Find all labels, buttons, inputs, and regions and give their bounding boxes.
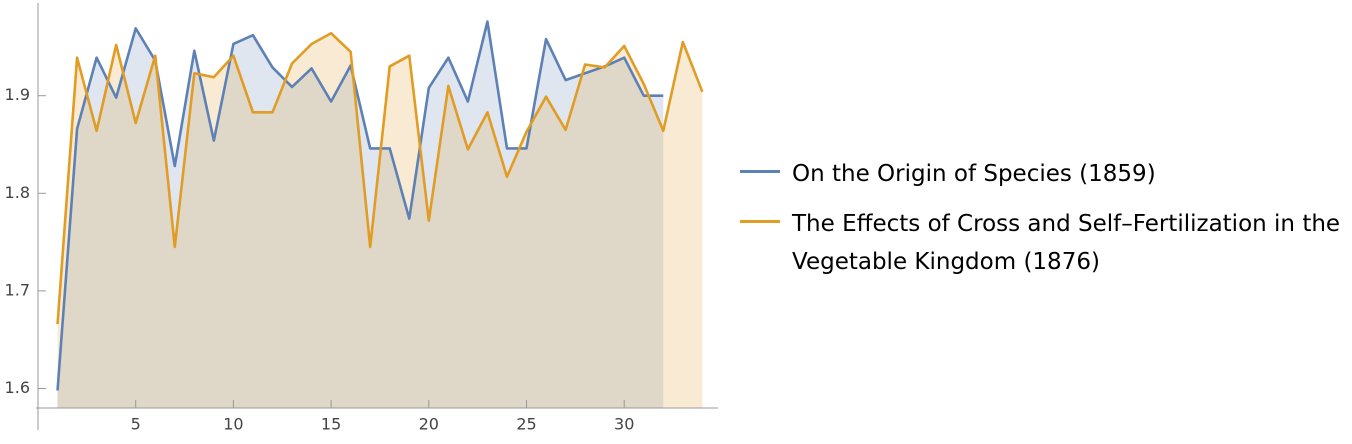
legend-entry: On the Origin of Species (1859) bbox=[740, 155, 1352, 193]
legend-label: The Effects of Cross and Self–Fertilizat… bbox=[792, 211, 1341, 275]
x-tick-label: 5 bbox=[131, 415, 141, 434]
legend: On the Origin of Species (1859) The Effec… bbox=[740, 155, 1352, 293]
chart: 1.6 1.7 1.8 1.9 5 10 15 20 25 30 bbox=[5, 3, 718, 434]
x-tick-label: 30 bbox=[614, 415, 634, 434]
legend-swatch bbox=[740, 220, 780, 223]
y-tick-label: 1.9 bbox=[5, 85, 30, 104]
y-tick-label: 1.7 bbox=[5, 280, 30, 299]
x-tick-label: 10 bbox=[223, 415, 243, 434]
x-tick-label: 15 bbox=[321, 415, 341, 434]
area-fill bbox=[57, 33, 703, 408]
line bbox=[56, 31, 704, 325]
legend-swatch bbox=[740, 170, 780, 173]
area-fill bbox=[57, 21, 664, 408]
y-tick-label: 1.8 bbox=[5, 183, 30, 202]
x-tick-label: 25 bbox=[516, 415, 536, 434]
legend-entry: The Effects of Cross and Self–Fertilizat… bbox=[740, 205, 1352, 281]
x-tick-label: 20 bbox=[419, 415, 439, 434]
legend-label: On the Origin of Species (1859) bbox=[792, 161, 1156, 187]
y-tick-label: 1.6 bbox=[5, 378, 30, 397]
